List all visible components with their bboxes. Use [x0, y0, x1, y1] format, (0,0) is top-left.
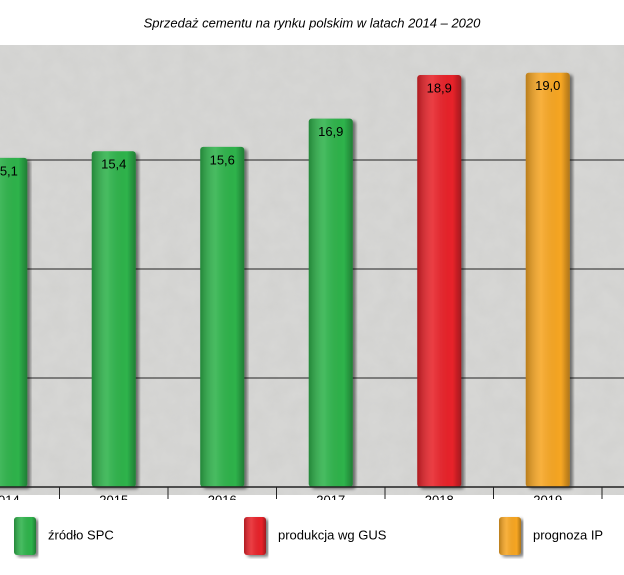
bar-group [0, 157, 28, 487]
value-label: 15,6 [210, 152, 235, 167]
legend-swatch-group [499, 517, 521, 555]
value-label: 15,4 [101, 157, 126, 172]
chart-title: Sprzedaż cementu na rynku polskim w lata… [144, 15, 482, 30]
value-label: 19,0 [535, 78, 560, 93]
bar-group [308, 118, 353, 487]
value-label: 16,9 [318, 124, 343, 139]
bar-shade [0, 157, 28, 487]
bar-shade [91, 151, 136, 487]
bar-shade [417, 74, 462, 487]
bar-group [91, 151, 136, 487]
legend-swatch-group [244, 517, 266, 555]
value-label: 18,9 [427, 80, 452, 95]
bar-group [525, 72, 570, 488]
legend-label: źródło SPC [48, 527, 114, 542]
legend-label: prognoza IP [533, 527, 603, 542]
bar-shade [525, 72, 570, 488]
legend-swatch-shade [244, 517, 266, 555]
legend-swatch-shade [14, 517, 36, 555]
bar-group [417, 74, 462, 487]
legend-label: produkcja wg GUS [278, 527, 387, 542]
bar-shade [308, 118, 353, 487]
legend-swatch-shade [499, 517, 521, 555]
bar-shade [200, 146, 245, 488]
legend-swatch-group [14, 517, 36, 555]
bar-group [200, 146, 245, 488]
value-label: 15,1 [0, 163, 18, 178]
